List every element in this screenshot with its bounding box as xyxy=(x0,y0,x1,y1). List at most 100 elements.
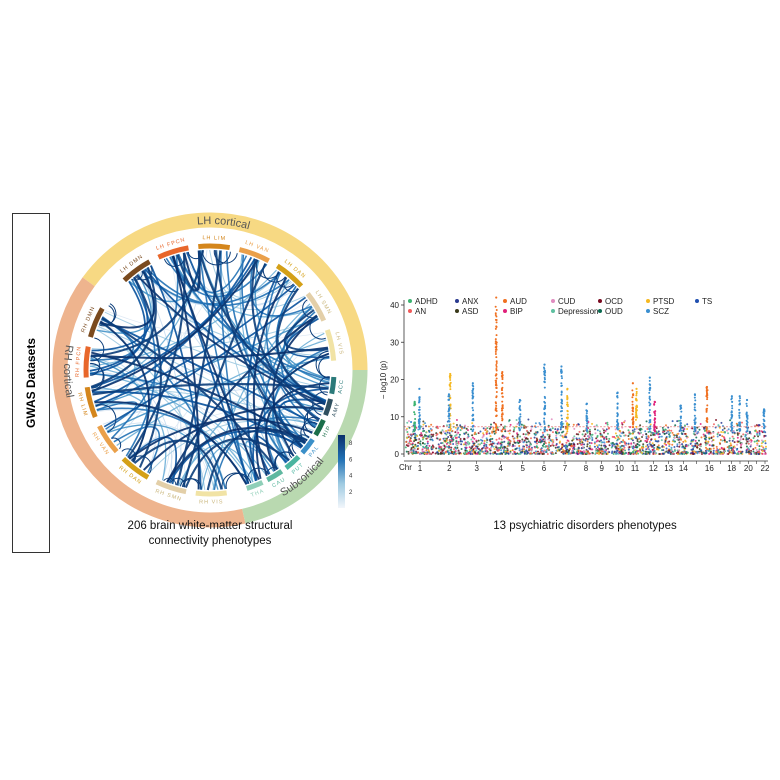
peak-point xyxy=(495,360,498,363)
segment-acc xyxy=(329,376,337,395)
scatter-point xyxy=(466,436,469,439)
peak-point xyxy=(418,422,421,425)
x-tick-label: 20 xyxy=(744,464,753,473)
scatter-point xyxy=(581,451,584,454)
scatter-point xyxy=(551,443,554,446)
chord-link xyxy=(92,390,302,449)
scatter-point xyxy=(706,442,709,445)
scatter-point xyxy=(539,423,542,426)
peak-point xyxy=(634,398,637,401)
scatter-point xyxy=(764,439,767,442)
scatter-point xyxy=(410,421,413,424)
segment-lh-dan xyxy=(275,263,304,288)
peak-point xyxy=(495,396,498,399)
peak-top-point xyxy=(560,365,563,368)
scatter-point xyxy=(756,444,759,447)
scatter-point xyxy=(668,434,671,437)
scatter-point xyxy=(515,418,518,421)
chord-link xyxy=(198,250,250,484)
scatter-point xyxy=(694,439,697,442)
scatter-point xyxy=(685,445,688,448)
scatter-point xyxy=(421,448,424,451)
y-tick-label: 10 xyxy=(390,413,399,422)
scatter-point xyxy=(546,429,549,432)
scatter-point xyxy=(456,436,459,439)
scatter-point xyxy=(665,437,668,440)
peak-point xyxy=(413,413,416,416)
peak-point xyxy=(543,417,546,420)
scatter-point xyxy=(746,448,749,451)
scatter-point xyxy=(561,445,564,448)
peak-point xyxy=(543,428,546,431)
scatter-point xyxy=(554,452,557,455)
scatter-point xyxy=(708,449,711,452)
scatter-point xyxy=(638,447,641,450)
scatter-point xyxy=(426,440,429,443)
peak-point xyxy=(679,415,682,418)
scatter-point xyxy=(499,442,502,445)
scatter-point xyxy=(636,440,639,443)
scatter-point xyxy=(606,423,609,426)
scatter-point xyxy=(488,432,491,435)
scatter-point xyxy=(568,442,571,445)
chord-loop xyxy=(163,252,186,267)
peak-point xyxy=(693,430,696,433)
scatter-point xyxy=(540,435,543,438)
scatter-point xyxy=(483,452,486,455)
scatter-point xyxy=(465,443,468,446)
scatter-point xyxy=(518,447,521,450)
scatter-point xyxy=(429,427,432,430)
peak-point xyxy=(471,396,474,399)
chord-link xyxy=(94,400,248,485)
scatter-point xyxy=(739,438,742,441)
scatter-point xyxy=(712,438,715,441)
scatter-point xyxy=(565,436,568,439)
scatter-point xyxy=(516,432,519,435)
scatter-point xyxy=(664,439,667,442)
scatter-point xyxy=(465,446,468,449)
scatter-point xyxy=(578,438,581,441)
scatter-point xyxy=(464,441,467,444)
segment-label: LH LIM xyxy=(202,235,226,242)
scatter-point xyxy=(438,446,441,449)
scatter-point xyxy=(406,431,409,434)
scatter-point xyxy=(509,423,512,426)
scatter-point xyxy=(455,443,458,446)
peak-point xyxy=(566,403,569,406)
chord-link xyxy=(176,250,222,486)
scatter-point xyxy=(588,447,591,450)
scatter-point xyxy=(742,438,745,441)
scatter-point xyxy=(480,442,483,445)
peak-point xyxy=(731,400,734,403)
scatter-point xyxy=(744,433,747,436)
peak-top-point xyxy=(543,363,546,366)
scatter-point xyxy=(492,442,495,445)
peak-point xyxy=(518,401,521,404)
peak-point xyxy=(705,429,708,432)
x-tick-label: 12 xyxy=(649,464,658,473)
scatter-point xyxy=(620,422,623,425)
scatter-point xyxy=(678,449,681,452)
peak-point xyxy=(694,426,697,429)
scatter-point xyxy=(730,447,733,450)
peak-point xyxy=(648,411,651,414)
scatter-point xyxy=(732,437,735,440)
scatter-point xyxy=(603,443,606,446)
scatter-point xyxy=(665,443,668,446)
peak-point xyxy=(631,400,634,403)
scatter-point xyxy=(700,451,703,454)
peak-point xyxy=(763,420,766,423)
scatter-point xyxy=(655,452,658,455)
scatter-point xyxy=(490,443,493,446)
scatter-point xyxy=(639,450,642,453)
scatter-point xyxy=(722,452,725,455)
chord-link xyxy=(176,250,201,292)
scatter-point xyxy=(426,451,429,454)
scatter-point xyxy=(494,431,497,434)
scatter-point xyxy=(703,427,706,430)
scatter-point xyxy=(501,435,504,438)
segment-rh-vis xyxy=(195,490,228,497)
scatter-point xyxy=(686,423,689,426)
peak-point xyxy=(634,407,637,410)
scatter-point xyxy=(541,451,544,454)
